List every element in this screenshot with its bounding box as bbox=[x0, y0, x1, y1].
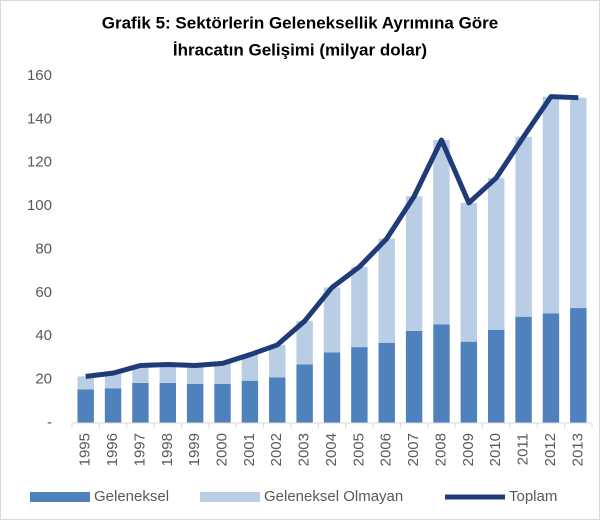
bar-segment bbox=[296, 364, 313, 423]
x-tick-label: 2005 bbox=[350, 433, 367, 466]
x-tick-label: 2008 bbox=[432, 433, 449, 466]
x-tick-label: 2003 bbox=[296, 433, 313, 466]
bar-segment bbox=[405, 196, 423, 331]
x-tick-label: 1998 bbox=[159, 433, 176, 466]
x-tick-label: 2012 bbox=[542, 433, 559, 466]
x-tick-label: 2001 bbox=[241, 433, 258, 466]
total-line bbox=[85, 94, 579, 379]
bar-segment bbox=[488, 329, 505, 423]
x-tick-label: 2002 bbox=[268, 433, 285, 466]
legend-label: Toplam bbox=[509, 488, 557, 505]
bar-segment bbox=[77, 389, 94, 423]
bar-segment bbox=[296, 321, 313, 365]
bar-segment bbox=[570, 308, 587, 423]
bar-segment bbox=[104, 388, 122, 423]
bar-segment bbox=[515, 316, 532, 423]
y-tick-label: 60 bbox=[35, 284, 52, 301]
x-tick-label: 1996 bbox=[104, 433, 121, 466]
bar-segment bbox=[405, 330, 423, 423]
bar-segment bbox=[542, 313, 560, 423]
y-tick-label: 160 bbox=[27, 67, 52, 84]
bar-segment bbox=[378, 342, 395, 423]
y-tick-label: 20 bbox=[35, 371, 52, 388]
legend-label: Geleneksel bbox=[94, 488, 169, 505]
bar-segment bbox=[77, 376, 94, 390]
chart-title: İhracatın Gelişimi (milyar dolar) bbox=[173, 40, 427, 59]
y-tick-label: 100 bbox=[27, 197, 52, 214]
bar-segment bbox=[570, 97, 587, 309]
bar-segment bbox=[351, 347, 368, 423]
bar-segment bbox=[488, 177, 505, 330]
bar-segment bbox=[351, 266, 368, 348]
y-tick-label: 80 bbox=[35, 240, 52, 257]
bar-segment bbox=[214, 383, 231, 423]
bar-segment bbox=[186, 365, 204, 384]
x-tick-label: 1999 bbox=[186, 433, 203, 466]
bar-segment bbox=[515, 136, 532, 317]
x-tick-label: 2013 bbox=[569, 433, 586, 466]
bar-segment bbox=[378, 238, 395, 343]
bar-segment bbox=[241, 354, 259, 381]
bar-segment bbox=[214, 363, 231, 384]
bar-segment bbox=[269, 377, 286, 423]
y-tick-label: - bbox=[47, 414, 52, 431]
bar-segment bbox=[460, 341, 478, 423]
bar-segment bbox=[132, 382, 149, 423]
bar-segment bbox=[159, 364, 176, 383]
bar-segment bbox=[159, 382, 176, 423]
bar-segment bbox=[241, 380, 259, 423]
x-tick-label: 2009 bbox=[460, 433, 477, 466]
bar-segment bbox=[186, 383, 204, 423]
y-tick-label: 40 bbox=[35, 327, 52, 344]
x-tick-label: 2011 bbox=[515, 433, 532, 465]
chart-title: Grafik 5: Sektörlerin Geleneksellik Ayrı… bbox=[102, 13, 499, 32]
x-tick-label: 2000 bbox=[213, 433, 230, 466]
y-tick-label: 140 bbox=[27, 110, 52, 127]
bar-segment bbox=[433, 324, 450, 423]
y-tick-label: 120 bbox=[27, 154, 52, 171]
bar-segment bbox=[132, 365, 149, 383]
legend-label: Geleneksel Olmayan bbox=[264, 488, 403, 505]
legend-swatch bbox=[200, 492, 260, 502]
bar-segment bbox=[323, 352, 341, 423]
x-tick-label: 2007 bbox=[405, 433, 422, 466]
bar-segment bbox=[433, 139, 450, 325]
bar-segment bbox=[323, 287, 341, 353]
x-tick-label: 2004 bbox=[323, 433, 340, 466]
bar-segment bbox=[104, 373, 122, 389]
bar-segment bbox=[542, 96, 560, 314]
x-tick-label: 2006 bbox=[378, 433, 395, 466]
x-tick-label: 1995 bbox=[77, 433, 94, 466]
x-tick-label: 2010 bbox=[487, 433, 504, 466]
bar-segment bbox=[269, 344, 286, 378]
bar-segment bbox=[460, 202, 478, 342]
x-tick-label: 1997 bbox=[131, 433, 148, 466]
legend-swatch bbox=[30, 492, 90, 502]
